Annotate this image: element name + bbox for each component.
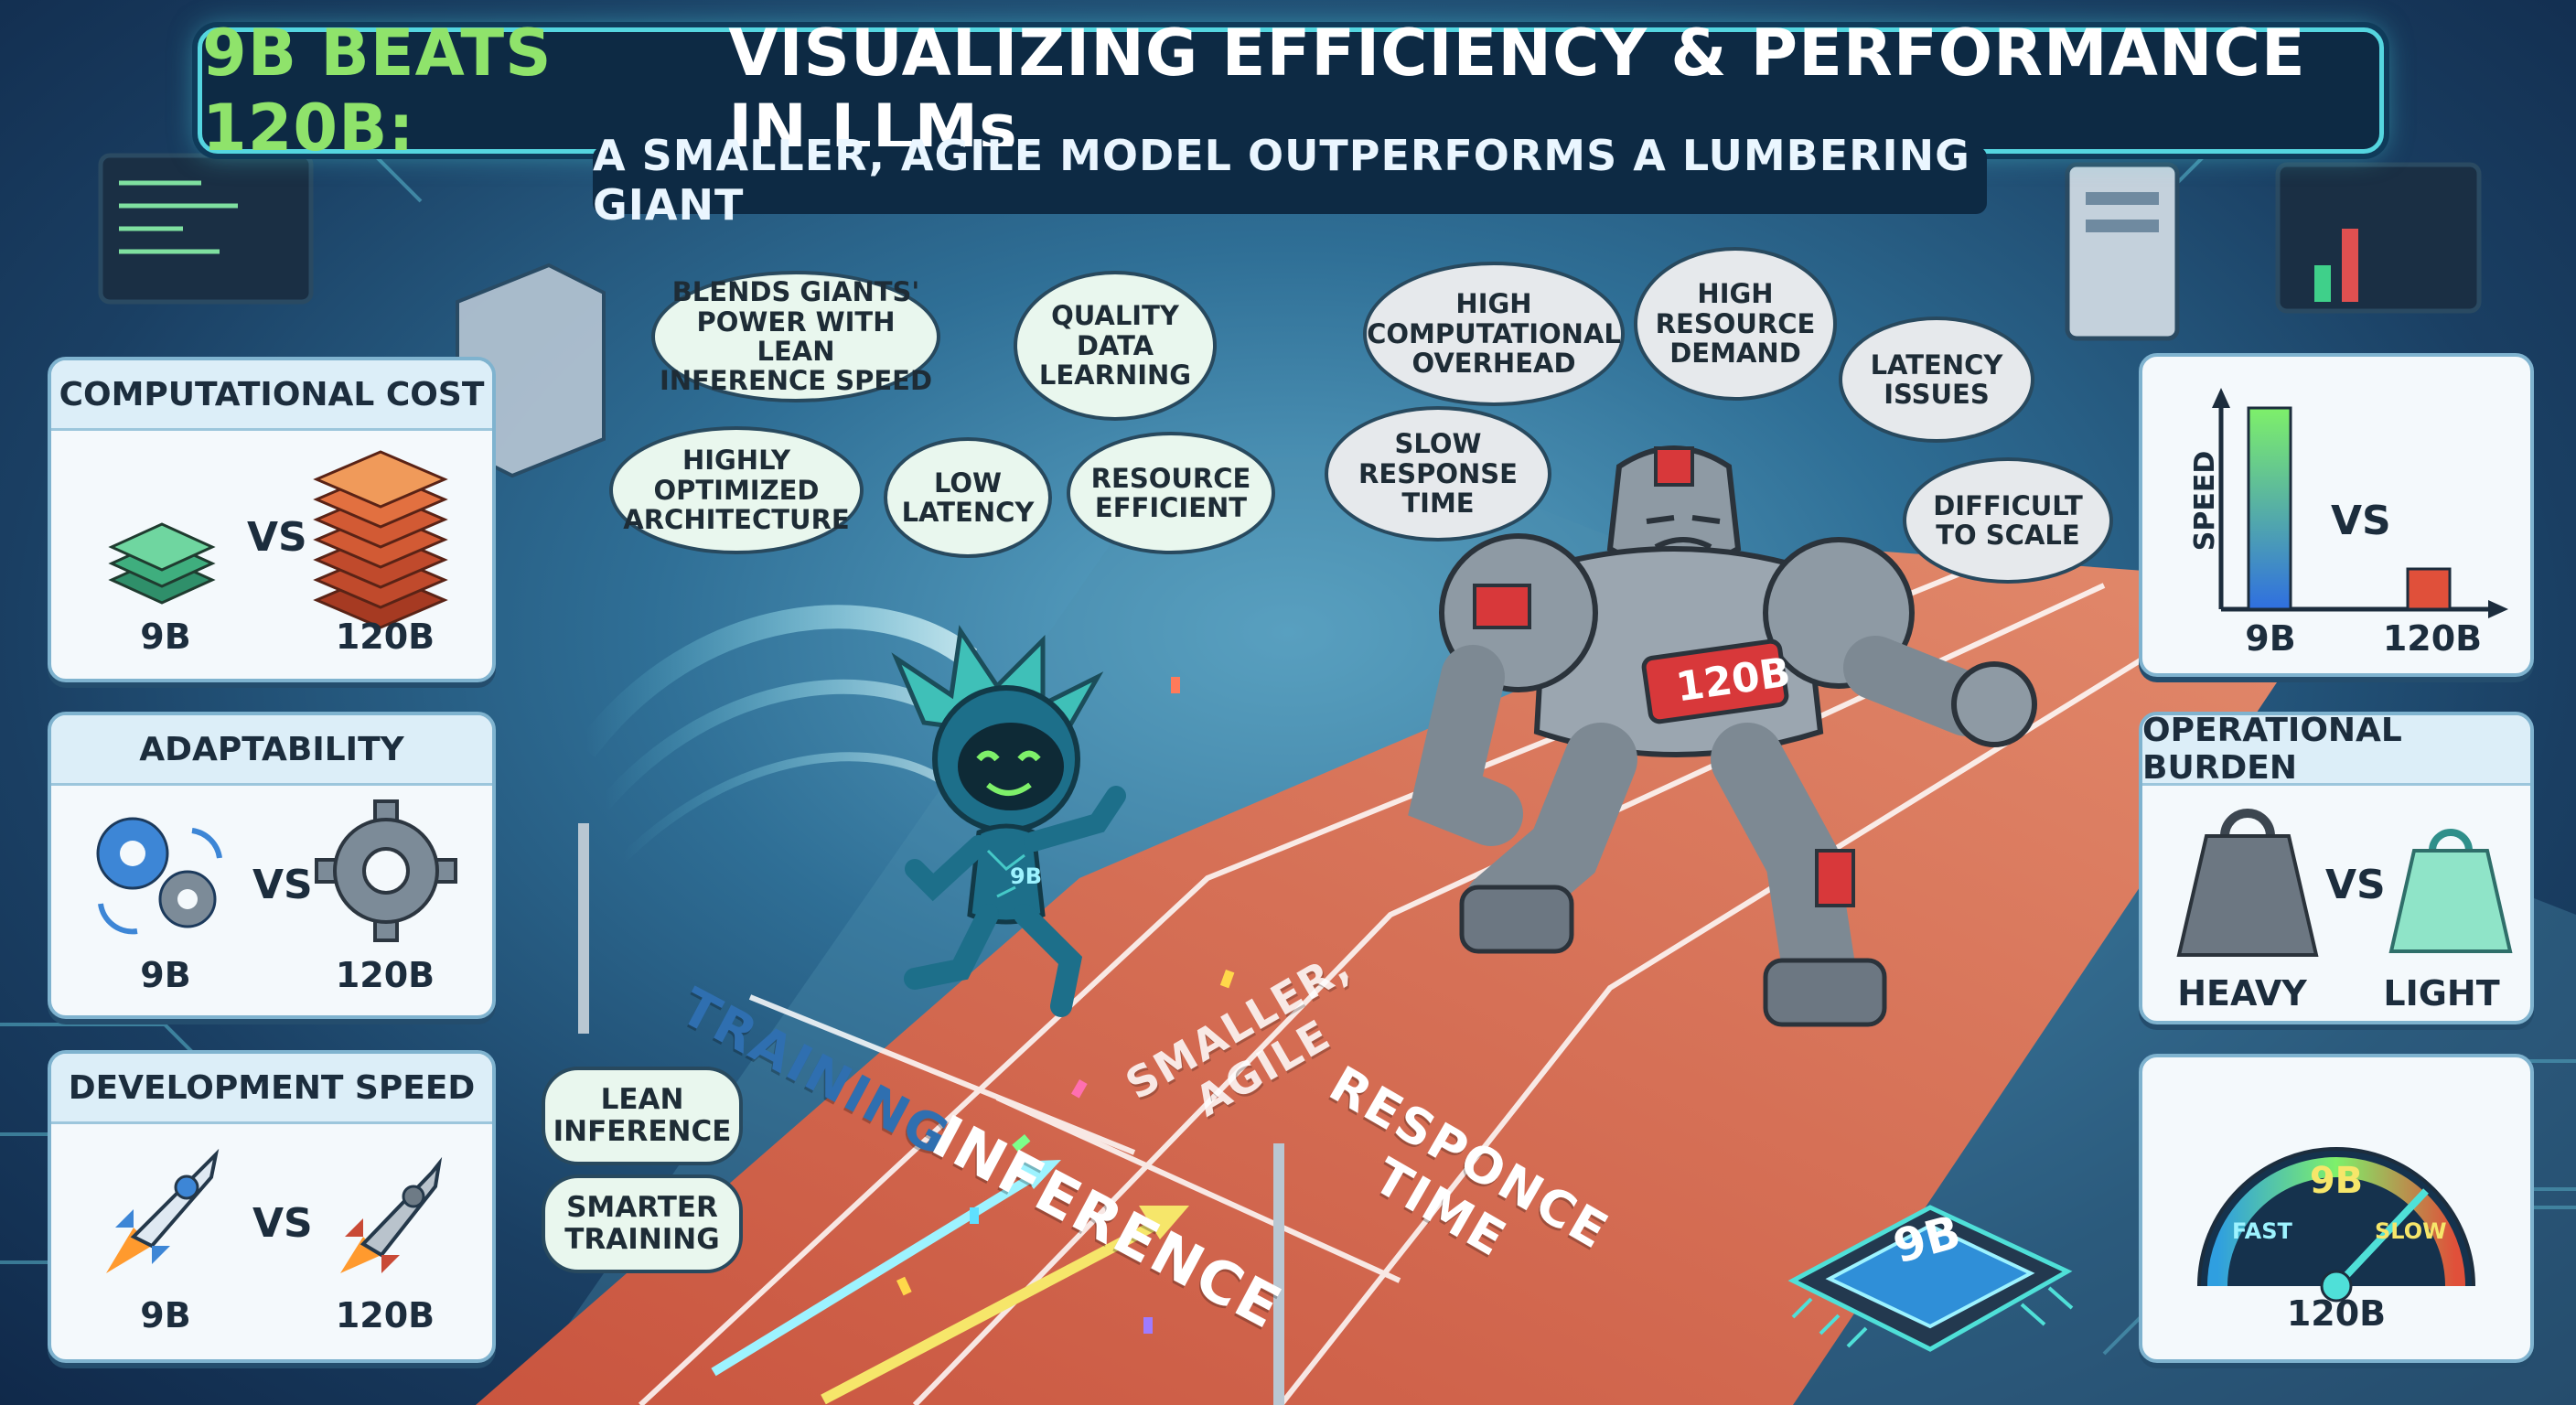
bubble-resource-demand: HIGH RESOURCE DEMAND — [1634, 247, 1837, 401]
bubble-blends-giants: BLENDS GIANTS' POWER WITH LEAN INFERENCE… — [651, 271, 940, 402]
speed-bar-chart — [2212, 388, 2508, 618]
bubble-resource-efficient: RESOURCE EFFICIENT — [1067, 432, 1275, 554]
gauge-bottom-label: 120B — [2286, 1293, 2387, 1334]
bubble-optimized-architecture: HIGHLY OPTIMIZED ARCHITECTURE — [609, 426, 864, 554]
bubble-latency-issues: LATENCY ISSUES — [1839, 316, 2034, 443]
bubble-low-latency: LOW LATENCY — [884, 437, 1052, 558]
right-label: 120B — [335, 1295, 435, 1335]
monitor-right — [2275, 162, 2482, 314]
server-right — [2065, 162, 2180, 341]
gear-large-icon — [315, 799, 457, 942]
speedometer-gauge — [2197, 1147, 2475, 1303]
vs-label: VS — [247, 514, 307, 561]
bubble-computational-overhead: HIGH COMPUTATIONAL OVERHEAD — [1363, 262, 1625, 406]
bubble-lean-inference: LEAN INFERENCE — [542, 1067, 743, 1165]
gears-small-icon — [96, 817, 222, 935]
title-banner: 9B BEATS 120B: VISUALIZING EFFICIENCY & … — [198, 16, 2384, 166]
panel-heading: OPERATIONAL BURDEN — [2142, 712, 2530, 787]
vs-label: VS — [2325, 862, 2386, 908]
large-stack-icon — [313, 450, 448, 629]
light-weight-icon — [2388, 829, 2513, 953]
gauge-fast-label: FAST — [2232, 1218, 2292, 1244]
right-label: LIGHT — [2383, 973, 2500, 1014]
panel-computational-cost: COMPUTATIONAL COST VS 9B 120B — [48, 357, 496, 682]
vs-label: VS — [252, 862, 313, 908]
panel-speed-chart: SPEED VS 9B 120B — [2139, 353, 2534, 677]
small-stack-icon — [108, 522, 216, 605]
left-label: HEAVY — [2177, 973, 2307, 1014]
bar-9b — [2247, 406, 2292, 611]
left-label: 9B — [140, 1295, 191, 1335]
right-label: 120B — [335, 955, 435, 995]
gauge-center-label: 9B — [2309, 1160, 2364, 1202]
bubble-slow-response: SLOW RESPONSE TIME — [1325, 406, 1551, 542]
left-label: 9B — [140, 955, 191, 995]
panel-operational-burden: OPERATIONAL BURDEN VS HEAVY LIGHT — [2139, 712, 2534, 1024]
bubble-smarter-training: SMARTER TRAINING — [542, 1174, 743, 1273]
bar-120b — [2406, 567, 2452, 611]
title-highlight: 9B BEATS 120B: — [202, 16, 553, 166]
heavy-weight-icon — [2176, 809, 2319, 957]
right-label: 120B — [335, 617, 435, 657]
vs-label: VS — [2331, 498, 2391, 544]
rocket-slow-icon — [340, 1156, 443, 1273]
panel-speed-gauge: 9B FAST SLOW 120B — [2139, 1054, 2534, 1363]
bubble-quality-data: QUALITY DATA LEARNING — [1014, 271, 1217, 421]
chip-icon — [1787, 1205, 2074, 1352]
panel-heading: ADAPTABILITY — [51, 715, 492, 786]
rocket-fast-icon — [106, 1148, 220, 1273]
right-label: 120B — [2382, 618, 2483, 659]
giant-robot-character — [1408, 445, 2037, 1027]
axis-label-speed: SPEED — [2189, 450, 2222, 552]
left-label: 9B — [2245, 618, 2296, 659]
panel-heading: COMPUTATIONAL COST — [51, 360, 492, 431]
panel-heading: DEVELOPMENT SPEED — [51, 1054, 492, 1124]
vs-label: VS — [252, 1200, 313, 1247]
left-label: 9B — [140, 617, 191, 657]
monitor-left — [98, 153, 314, 305]
bubble-difficult-to-scale: DIFFICULT TO SCALE — [1903, 457, 2113, 584]
running-track — [476, 549, 2342, 1405]
panel-adaptability: ADAPTABILITY VS 9B 120B — [48, 712, 496, 1019]
gauge-slow-label: SLOW — [2375, 1218, 2447, 1244]
subtitle-banner: A SMALLER, AGILE MODEL OUTPERFORMS A LUM… — [593, 131, 1987, 230]
small-runner-character — [891, 625, 1126, 1017]
panel-development-speed: DEVELOPMENT SPEED VS 9B 120B — [48, 1050, 496, 1363]
small-runner-chest-label: 9B — [1010, 863, 1042, 889]
